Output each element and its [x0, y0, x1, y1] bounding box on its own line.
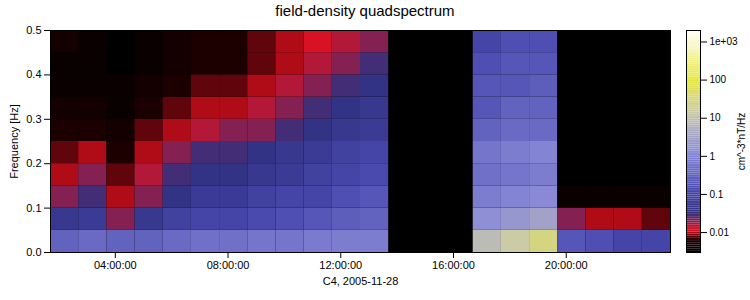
- svg-text:0.4: 0.4: [26, 68, 41, 80]
- svg-text:0.1: 0.1: [710, 189, 724, 200]
- svg-text:1e+03: 1e+03: [710, 36, 739, 47]
- svg-text:1: 1: [710, 151, 716, 162]
- svg-text:Frequency [Hz]: Frequency [Hz]: [8, 104, 20, 179]
- svg-text:0.01: 0.01: [710, 227, 730, 238]
- svg-text:0.2: 0.2: [26, 157, 41, 169]
- svg-text:0.3: 0.3: [26, 113, 41, 125]
- svg-text:0.5: 0.5: [26, 24, 41, 36]
- svg-text:04:00:00: 04:00:00: [94, 259, 137, 271]
- svg-text:12:00:00: 12:00:00: [319, 259, 362, 271]
- svg-text:0.0: 0.0: [26, 246, 41, 258]
- svg-text:10: 10: [710, 112, 722, 123]
- svg-text:16:00:00: 16:00:00: [432, 259, 475, 271]
- svg-text:20:00:00: 20:00:00: [545, 259, 588, 271]
- svg-text:08:00:00: 08:00:00: [207, 259, 250, 271]
- svg-text:C4, 2005-11-28: C4, 2005-11-28: [323, 275, 399, 287]
- html-text:field-density quadspectrum: field-density quadspectrum: [275, 2, 455, 19]
- svg-text:100: 100: [710, 74, 727, 85]
- svg-text:0.1: 0.1: [26, 202, 41, 214]
- svg-text:cm^-3*nT/Hz: cm^-3*nT/Hz: [736, 113, 747, 170]
